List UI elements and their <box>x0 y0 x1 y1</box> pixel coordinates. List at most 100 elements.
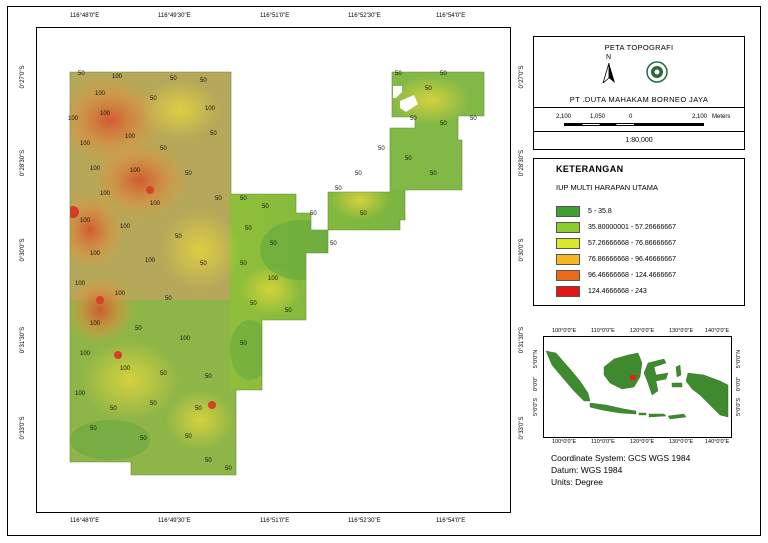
contour-label: 100 <box>90 251 101 257</box>
scale-unit: Meters <box>712 114 731 120</box>
map-title: PETA TOPOGRAFI <box>604 43 674 52</box>
lon-tick-bottom: 116°49'30"E <box>158 518 191 524</box>
lon-tick-top: 116°49'30"E <box>158 13 191 19</box>
inset-lon-tick: 110°0'0"E <box>591 328 615 334</box>
contour-label: 100 <box>90 166 101 172</box>
company-logo-icon <box>646 61 668 83</box>
contour-label: 100 <box>180 336 191 342</box>
scale-tick: 2,100 <box>692 114 708 120</box>
contour-label: 100 <box>130 168 141 174</box>
contour-label: 50 <box>200 78 207 84</box>
contour-label: 50 <box>335 186 342 192</box>
company-name: PT .DUTA MAHAKAM BORNEO JAYA <box>569 95 709 104</box>
legend-item: 57.26666668 - 76.86666667 <box>556 237 676 249</box>
contour-label: 100 <box>75 391 86 397</box>
contour-label: 100 <box>205 106 216 112</box>
legend-swatch <box>556 253 580 265</box>
contour-label: 50 <box>215 196 222 202</box>
contour-label: 50 <box>405 156 412 162</box>
contour-label: 50 <box>430 171 437 177</box>
contour-label: 100 <box>68 116 79 122</box>
contour-label: 50 <box>245 226 252 232</box>
legend-swatch <box>556 221 580 233</box>
contour-label: 100 <box>80 218 91 224</box>
contour-label: 100 <box>145 258 156 264</box>
inset-lon-tick: 100°0'0"E <box>552 328 577 334</box>
scale-bar <box>564 123 704 126</box>
contour-label: 100 <box>120 224 131 230</box>
scale-ratio: 1:80,000 <box>625 137 653 144</box>
contour-label: 50 <box>440 121 447 127</box>
legend-label: 124.4666668 - 243 <box>588 287 647 295</box>
legend-panel: KETERANGAN IUP MULTI HARAPAN UTAMA 5 - 3… <box>533 158 745 306</box>
coordinate-system: Coordinate System: GCS WGS 1984 <box>551 453 691 463</box>
inset-indonesia-map <box>545 350 729 420</box>
legend-label: 5 - 35.8 <box>588 207 612 215</box>
contour-label: 50 <box>270 241 277 247</box>
lon-tick-top: 116°48'0"E <box>70 13 100 19</box>
contour-label: 50 <box>410 116 417 122</box>
contour-label: 50 <box>90 426 97 432</box>
lon-tick-bottom: 116°51'0"E <box>260 518 290 524</box>
legend-item: 124.4666668 - 243 <box>556 285 647 297</box>
contour-label: 50 <box>355 171 362 177</box>
contour-label: 50 <box>425 86 432 92</box>
legend-heading: KETERANGAN <box>556 164 624 174</box>
contour-label: 100 <box>80 351 91 357</box>
scale-tick: 0 <box>629 114 633 120</box>
legend-swatch <box>556 237 580 249</box>
legend-item: 96.46666668 - 124.4666667 <box>556 269 676 281</box>
lon-tick-top: 116°52'30"E <box>348 13 381 19</box>
contour-label: 100 <box>150 201 161 207</box>
contour-label: 50 <box>205 458 212 464</box>
inset-lon-tick: 110°0'0"E <box>591 439 615 445</box>
inset-lon-tick: 130°0'0"E <box>669 328 694 334</box>
contour-label: 50 <box>240 341 247 347</box>
contour-label: 50 <box>210 131 217 137</box>
contour-label: 50 <box>200 261 207 267</box>
contour-label: 50 <box>110 406 117 412</box>
legend-swatch <box>556 269 580 281</box>
study-area-marker <box>630 375 636 380</box>
contour-label: 50 <box>470 116 477 122</box>
contour-label: 50 <box>165 296 172 302</box>
lon-tick-bottom: 116°48'0"E <box>70 518 100 524</box>
contour-label: 50 <box>205 374 212 380</box>
inset-lon-tick: 140°0'0"E <box>705 328 730 334</box>
legend-swatch <box>556 285 580 297</box>
contour-label: 50 <box>378 146 385 152</box>
inset-lat-tick: 5°0'0"S <box>736 397 742 417</box>
legend-swatch <box>556 205 580 217</box>
contour-label: 100 <box>90 321 101 327</box>
contour-label: 100 <box>95 91 106 97</box>
contour-label: 50 <box>160 371 167 377</box>
title-panel: PETA TOPOGRAFI N PT .DUTA MAHAKAM BORNEO… <box>533 36 745 150</box>
contour-label: 100 <box>100 191 111 197</box>
inset-lon-tick: 130°0'0"E <box>669 439 694 445</box>
contour-label: 50 <box>78 71 85 77</box>
lon-tick-bottom: 116°52'30"E <box>348 518 381 524</box>
datum: Datum: WGS 1984 <box>551 465 623 475</box>
contour-label: 50 <box>250 301 257 307</box>
contour-label: 50 <box>160 146 167 152</box>
legend-label: 35.80000001 - 57.26666667 <box>588 223 676 231</box>
contour-label: 50 <box>140 436 147 442</box>
contour-label: 100 <box>80 141 91 147</box>
legend-item: 76.86666668 - 96.46666667 <box>556 253 676 265</box>
contour-label: 100 <box>100 111 111 117</box>
north-arrow-icon <box>602 63 615 83</box>
legend-layer-name: IUP MULTI HARAPAN UTAMA <box>556 183 658 192</box>
inset-lat-tick: 5°0'0"S <box>533 397 539 417</box>
contour-label: 100 <box>120 366 131 372</box>
contour-label: 100 <box>268 276 279 282</box>
contour-label: 50 <box>135 326 142 332</box>
contour-label: 50 <box>195 406 202 412</box>
contour-label: 50 <box>240 261 247 267</box>
contour-label: 50 <box>240 196 247 202</box>
contour-label: 100 <box>125 134 136 140</box>
contour-label: 50 <box>262 204 269 210</box>
legend-label: 96.46666668 - 124.4666667 <box>588 271 676 279</box>
scale-tick: 2,100 <box>556 114 572 120</box>
inset-lon-tick: 100°0'0"E <box>552 439 577 445</box>
